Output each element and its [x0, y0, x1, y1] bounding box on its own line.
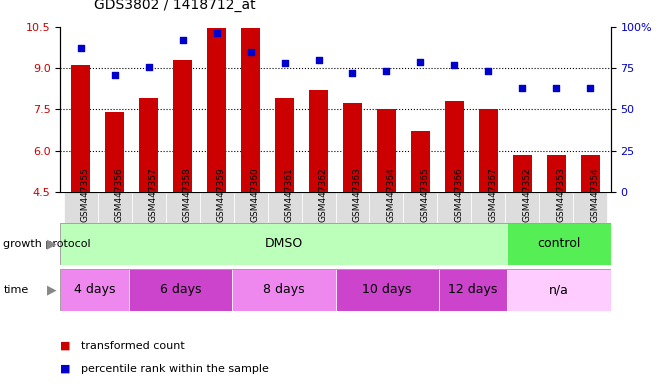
- Text: GSM447367: GSM447367: [488, 167, 497, 222]
- Text: 8 days: 8 days: [263, 283, 305, 296]
- Bar: [268, 192, 301, 223]
- Point: [279, 60, 290, 66]
- Bar: [71, 65, 90, 192]
- Bar: [173, 60, 192, 192]
- Point: [585, 85, 596, 91]
- Point: [449, 62, 460, 68]
- Text: GSM447355: GSM447355: [81, 167, 90, 222]
- Bar: [200, 192, 234, 223]
- Bar: [370, 192, 403, 223]
- Bar: [166, 192, 200, 223]
- Bar: [505, 192, 539, 223]
- Point: [551, 85, 562, 91]
- Bar: [471, 192, 505, 223]
- Point: [483, 68, 494, 74]
- Bar: [437, 192, 471, 223]
- Bar: [130, 269, 232, 311]
- Text: GSM447353: GSM447353: [556, 167, 565, 222]
- Text: GSM447354: GSM447354: [590, 167, 599, 222]
- Text: GSM447366: GSM447366: [454, 167, 464, 222]
- Bar: [98, 192, 132, 223]
- Text: GSM447364: GSM447364: [386, 167, 395, 222]
- Point: [245, 49, 256, 55]
- Bar: [132, 192, 166, 223]
- Bar: [64, 192, 98, 223]
- Bar: [403, 192, 437, 223]
- Bar: [207, 28, 226, 192]
- Text: control: control: [537, 237, 580, 250]
- Point: [313, 57, 324, 63]
- Bar: [140, 98, 158, 192]
- Text: GSM447360: GSM447360: [250, 167, 260, 222]
- Bar: [336, 192, 370, 223]
- Bar: [60, 269, 130, 311]
- Bar: [301, 192, 336, 223]
- Text: GSM447365: GSM447365: [421, 167, 429, 222]
- Bar: [507, 223, 611, 265]
- Text: transformed count: transformed count: [81, 341, 185, 351]
- Bar: [336, 269, 439, 311]
- Bar: [242, 28, 260, 192]
- Bar: [275, 98, 294, 192]
- Bar: [377, 109, 396, 192]
- Bar: [234, 192, 268, 223]
- Bar: [439, 269, 507, 311]
- Point: [347, 70, 358, 76]
- Point: [381, 68, 392, 74]
- Text: ▶: ▶: [48, 237, 57, 250]
- Bar: [581, 155, 600, 192]
- Bar: [343, 103, 362, 192]
- Text: GSM447357: GSM447357: [149, 167, 158, 222]
- Text: GSM447361: GSM447361: [285, 167, 293, 222]
- Bar: [513, 155, 531, 192]
- Text: GSM447352: GSM447352: [522, 167, 531, 222]
- Text: ■: ■: [60, 341, 74, 351]
- Text: 6 days: 6 days: [160, 283, 201, 296]
- Bar: [105, 112, 124, 192]
- Bar: [479, 109, 498, 192]
- Bar: [573, 192, 607, 223]
- Point: [144, 63, 154, 70]
- Point: [177, 37, 188, 43]
- Text: growth protocol: growth protocol: [3, 239, 91, 249]
- Point: [517, 85, 527, 91]
- Text: 10 days: 10 days: [362, 283, 412, 296]
- Bar: [232, 269, 336, 311]
- Point: [109, 72, 120, 78]
- Point: [211, 30, 222, 36]
- Bar: [60, 223, 507, 265]
- Text: 12 days: 12 days: [448, 283, 498, 296]
- Text: GSM447362: GSM447362: [319, 167, 327, 222]
- Bar: [507, 269, 611, 311]
- Text: GSM447363: GSM447363: [352, 167, 362, 222]
- Text: n/a: n/a: [549, 283, 569, 296]
- Text: GDS3802 / 1418712_at: GDS3802 / 1418712_at: [94, 0, 256, 12]
- Text: GSM447359: GSM447359: [217, 167, 225, 222]
- Bar: [445, 101, 464, 192]
- Text: ▶: ▶: [48, 283, 57, 296]
- Text: DMSO: DMSO: [265, 237, 303, 250]
- Text: GSM447356: GSM447356: [115, 167, 123, 222]
- Point: [75, 45, 86, 51]
- Text: time: time: [3, 285, 29, 295]
- Text: GSM447358: GSM447358: [183, 167, 192, 222]
- Bar: [547, 155, 566, 192]
- Bar: [411, 131, 429, 192]
- Text: ■: ■: [60, 364, 74, 374]
- Bar: [309, 90, 328, 192]
- Bar: [539, 192, 573, 223]
- Point: [415, 58, 426, 65]
- Text: 4 days: 4 days: [74, 283, 115, 296]
- Text: percentile rank within the sample: percentile rank within the sample: [81, 364, 268, 374]
